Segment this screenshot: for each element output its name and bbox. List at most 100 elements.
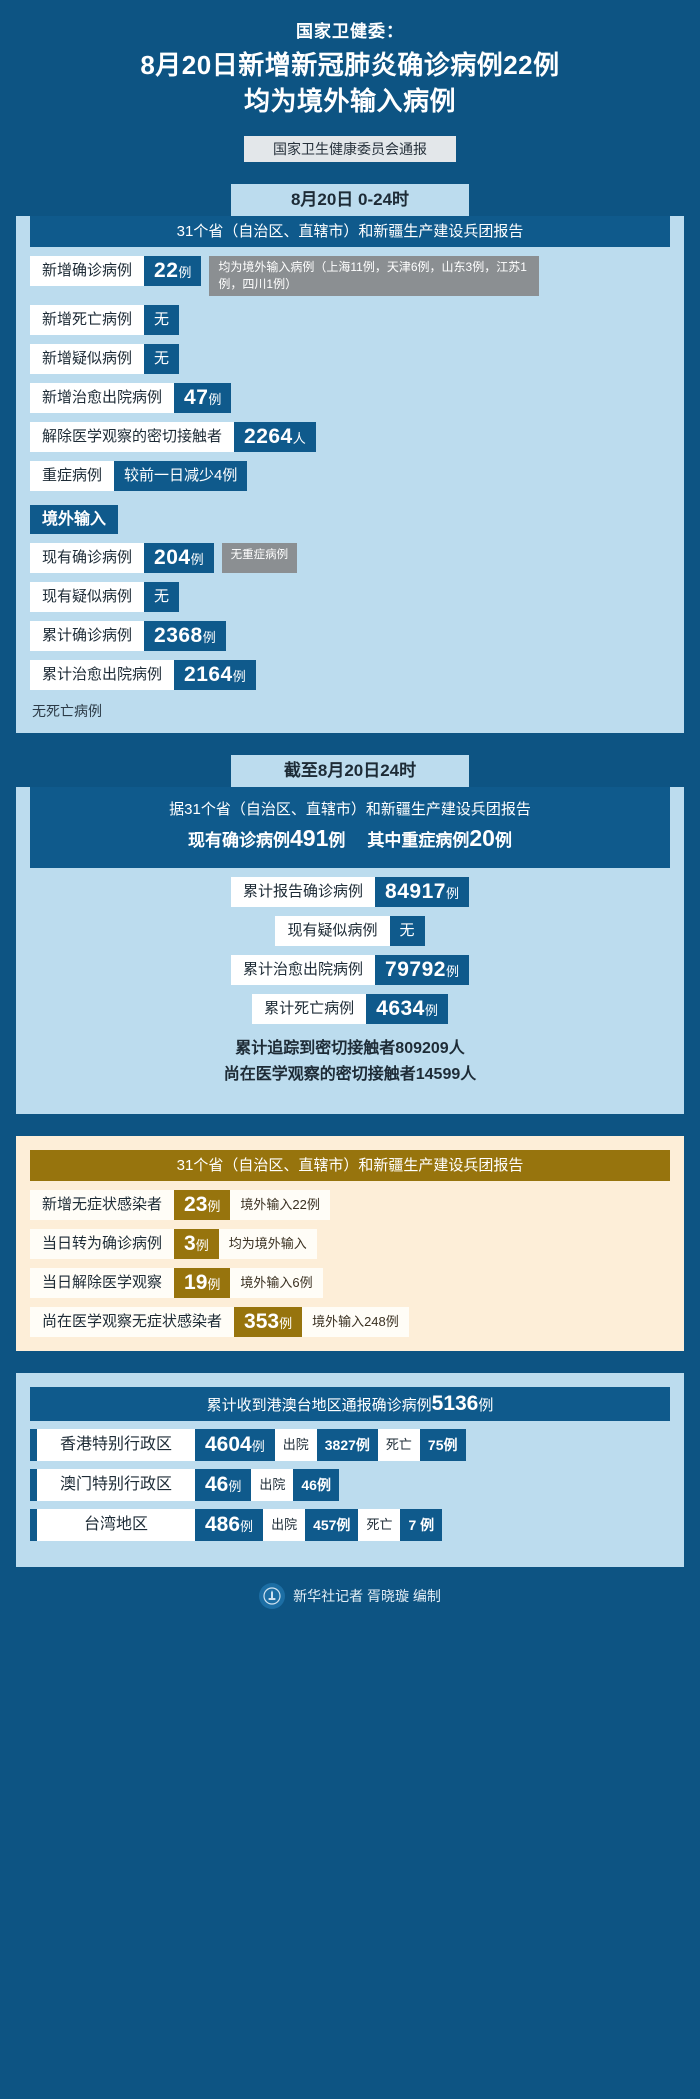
stat-number: 19 (184, 1271, 208, 1294)
stat-unit: 例 (207, 1277, 221, 1292)
stat-row: 累计死亡病例 4634例 (252, 994, 448, 1024)
section-cumulative: 截至8月20日24时 据31个省（自治区、直辖市）和新疆生产建设兵团报告 现有确… (16, 755, 684, 1114)
stat-number: 较前一日减少4例 (124, 467, 238, 484)
stat-number: 无 (154, 311, 170, 328)
section-hk-macau-taiwan: 累计收到港澳台地区通报确诊病例5136例 香港特别行政区 4604例 出院 38… (16, 1373, 684, 1567)
stat-value: 19例 (174, 1268, 231, 1298)
stat-unit: 例 (207, 1199, 221, 1214)
row-accent-bar (30, 1469, 37, 1501)
spacer (16, 1136, 684, 1150)
stat-number: 2368 (154, 624, 203, 647)
stat-row: 新增无症状感染者 23例 境外输入22例 (30, 1190, 684, 1220)
region-total-number: 46 (205, 1473, 229, 1496)
stat-value: 2164例 (174, 660, 256, 690)
stat-label: 现有确诊病例 (30, 543, 145, 573)
stat-unit: 例 (445, 886, 459, 901)
stat-note: 境外输入6例 (230, 1268, 323, 1298)
cumulative-rows: 累计报告确诊病例 84917例 现有疑似病例 无 累计治愈出院病例 79792例… (16, 868, 684, 1024)
stat-row: 尚在医学观察无症状感染者 353例 境外输入248例 (30, 1307, 684, 1337)
stat-number: 4634 (376, 997, 425, 1020)
spacer (0, 1114, 700, 1136)
header-subtitle: 国家卫健委： (296, 22, 404, 41)
stat-row: 现有疑似病例 无 (275, 916, 425, 946)
region-discharged-value: 46例 (293, 1469, 339, 1501)
section-daily: 8月20日 0-24时 31个省（自治区、直辖市）和新疆生产建设兵团报告 新增确… (16, 184, 684, 733)
region-deaths-value: 7 例 (400, 1509, 443, 1541)
region-name: 台湾地区 (37, 1509, 195, 1541)
stat-row: 新增死亡病例 无 (30, 305, 684, 335)
section-hmt-body: 累计收到港澳台地区通报确诊病例5136例 香港特别行政区 4604例 出院 38… (16, 1373, 684, 1567)
imported-section-tag: 境外输入 (30, 505, 119, 534)
region-name: 澳门特别行政区 (37, 1469, 195, 1501)
stat-value: 无 (144, 305, 180, 335)
current-confirmed-unit: 例 (328, 831, 346, 850)
stat-label: 累计死亡病例 (252, 994, 367, 1024)
region-name: 香港特别行政区 (37, 1429, 195, 1461)
row-accent-bar (30, 1509, 37, 1541)
stat-note: 无重症病例 (221, 543, 298, 573)
stat-row: 新增治愈出院病例 47例 (30, 383, 684, 413)
stat-unit: 例 (279, 1316, 293, 1331)
stat-value: 3例 (174, 1229, 219, 1259)
stat-number: 353 (244, 1310, 280, 1333)
stat-row: 新增疑似病例 无 (30, 344, 684, 374)
stat-unit: 例 (424, 1003, 438, 1018)
section-daily-body: 31个省（自治区、直辖市）和新疆生产建设兵团报告 新增确诊病例 22例 均为境外… (16, 216, 684, 733)
footer-credit: 新华社记者 胥晓璇 编制 (293, 1588, 441, 1604)
region-discharged-label: 出院 (263, 1509, 306, 1541)
stat-label: 新增死亡病例 (30, 305, 145, 335)
imported-footnote: 无死亡病例 (32, 703, 102, 719)
stat-label: 新增无症状感染者 (30, 1190, 175, 1220)
stat-value: 无 (389, 916, 425, 946)
stat-row: 新增确诊病例 22例 均为境外输入病例（上海11例，天津6例，山东3例，江苏1例… (30, 256, 684, 296)
stat-label: 新增疑似病例 (30, 344, 145, 374)
contact-tracing-line2: 尚在医学观察的密切接触者14599人 (223, 1066, 477, 1083)
stat-unit: 例 (232, 669, 246, 684)
stat-note: 均为境外输入病例（上海11例，天津6例，山东3例，江苏1例，四川1例） (209, 256, 540, 296)
stat-label: 当日转为确诊病例 (30, 1229, 175, 1259)
stat-number: 2264 (244, 425, 293, 448)
current-confirmed-label: 现有确诊病例 (188, 831, 291, 850)
spacer (0, 1351, 700, 1373)
region-total: 486例 (195, 1509, 264, 1541)
stat-label: 现有疑似病例 (30, 582, 145, 612)
stat-unit: 例 (445, 964, 459, 979)
stat-number: 无 (154, 588, 170, 605)
stat-number: 无 (399, 922, 415, 939)
stat-value: 2368例 (144, 621, 226, 651)
region-discharged-label: 出院 (274, 1429, 317, 1461)
region-discharged-value: 457例 (305, 1509, 359, 1541)
section-cumulative-body: 据31个省（自治区、直辖市）和新疆生产建设兵团报告 现有确诊病例491例 其中重症… (16, 787, 684, 1114)
stat-label: 新增确诊病例 (30, 256, 145, 286)
section-daily-rows: 新增确诊病例 22例 均为境外输入病例（上海11例，天津6例，山东3例，江苏1例… (16, 256, 684, 721)
stat-number: 23 (184, 1193, 208, 1216)
stat-number: 22 (154, 259, 179, 282)
stat-unit: 例 (190, 552, 204, 567)
stat-unit: 例 (202, 630, 216, 645)
region-total-number: 4604 (205, 1433, 252, 1456)
header-title-line2: 均为境外输入病例 (243, 86, 456, 116)
stat-number: 204 (154, 546, 191, 569)
region-deaths-label: 死亡 (377, 1429, 420, 1461)
region-total-unit: 例 (240, 1519, 254, 1534)
stat-row: 重症病例 较前一日减少4例 (30, 461, 684, 491)
asymptomatic-band: 31个省（自治区、直辖市）和新疆生产建设兵团报告 (30, 1150, 670, 1181)
stat-note: 境外输入248例 (302, 1307, 409, 1337)
stat-label: 重症病例 (30, 461, 115, 491)
region-deaths-value: 75例 (419, 1429, 466, 1461)
stat-unit: 例 (208, 392, 222, 407)
stat-number: 无 (154, 350, 170, 367)
stat-row: 累计报告确诊病例 84917例 (231, 877, 469, 907)
stat-value: 22例 (144, 256, 202, 286)
stat-value: 204例 (144, 543, 214, 573)
region-row: 澳门特别行政区 46例 出院 46例 (16, 1469, 684, 1501)
stat-value: 47例 (174, 383, 232, 413)
stat-value: 无 (144, 344, 180, 374)
section-asymptomatic-body: 31个省（自治区、直辖市）和新疆生产建设兵团报告 新增无症状感染者 23例 境外… (16, 1136, 684, 1351)
contact-tracing-line1: 累计追踪到密切接触者809209人 (235, 1040, 465, 1057)
stat-label: 尚在医学观察无症状感染者 (30, 1307, 235, 1337)
stat-label: 累计治愈出院病例 (30, 660, 175, 690)
stat-number: 3 (184, 1232, 196, 1255)
spacer (0, 162, 700, 184)
stat-value: 2264人 (234, 422, 316, 452)
